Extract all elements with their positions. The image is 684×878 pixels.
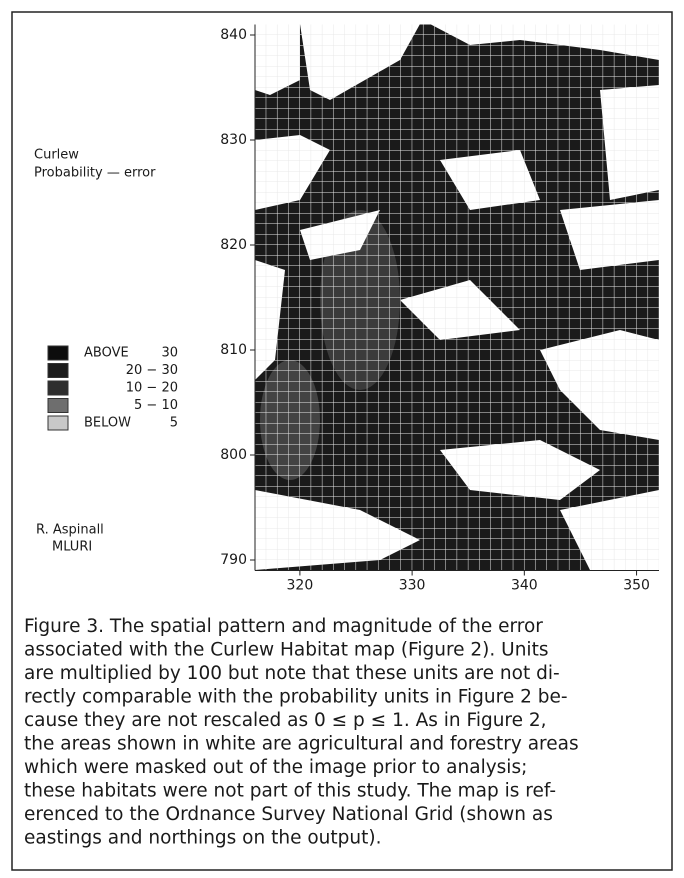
- legend-label: 5: [170, 416, 178, 431]
- caption-line: associated with the Curlew Habitat map (…: [24, 640, 548, 661]
- caption-line: erenced to the Ordnance Survey National …: [24, 804, 553, 825]
- x-tick-label: 350: [623, 578, 650, 594]
- x-tick-label: 320: [287, 578, 314, 594]
- caption-line: Figure 3. The spatial pattern and magnit…: [24, 616, 543, 637]
- caption-line: eastings and northings on the output).: [24, 828, 381, 849]
- side-title: Probability — error: [34, 166, 156, 181]
- x-tick-label: 330: [399, 578, 426, 594]
- legend-label: 30: [161, 346, 178, 361]
- map-grid: [255, 25, 659, 571]
- caption-line: which were masked out of the image prior…: [24, 757, 527, 778]
- caption-line: are multiplied by 100 but note that thes…: [24, 663, 560, 684]
- y-tick-label: 820: [220, 237, 247, 253]
- credit: MLURI: [52, 540, 92, 555]
- y-tick-label: 800: [220, 447, 247, 463]
- caption-line: these habitats were not part of this stu…: [24, 781, 556, 802]
- figure-page: Curlew Probability — error R. Aspinall M…: [0, 0, 684, 878]
- legend-label: ABOVE: [84, 346, 129, 361]
- y-tick-label: 810: [220, 342, 247, 358]
- caption-line: cause they are not rescaled as 0 ≤ p ≤ 1…: [24, 710, 547, 731]
- x-tick-label: 340: [511, 578, 538, 594]
- y-tick-label: 830: [220, 132, 247, 148]
- caption-line: rectly comparable with the probability u…: [24, 687, 568, 708]
- legend-swatch: [48, 416, 68, 430]
- credit: R. Aspinall: [36, 523, 104, 538]
- legend-swatch: [48, 346, 68, 360]
- side-title: Curlew: [34, 148, 79, 163]
- legend-swatch: [48, 381, 68, 395]
- map: [255, 24, 659, 571]
- legend-label: 5 − 10: [134, 398, 178, 413]
- legend-swatch: [48, 364, 68, 378]
- y-tick-label: 790: [220, 552, 247, 568]
- legend-label: 20 − 30: [126, 363, 178, 378]
- legend-swatch: [48, 399, 68, 413]
- y-tick-label: 840: [220, 27, 247, 43]
- legend-label: BELOW: [84, 416, 131, 431]
- caption-line: the areas shown in white are agricultura…: [24, 734, 579, 755]
- legend-label: 10 − 20: [126, 381, 178, 396]
